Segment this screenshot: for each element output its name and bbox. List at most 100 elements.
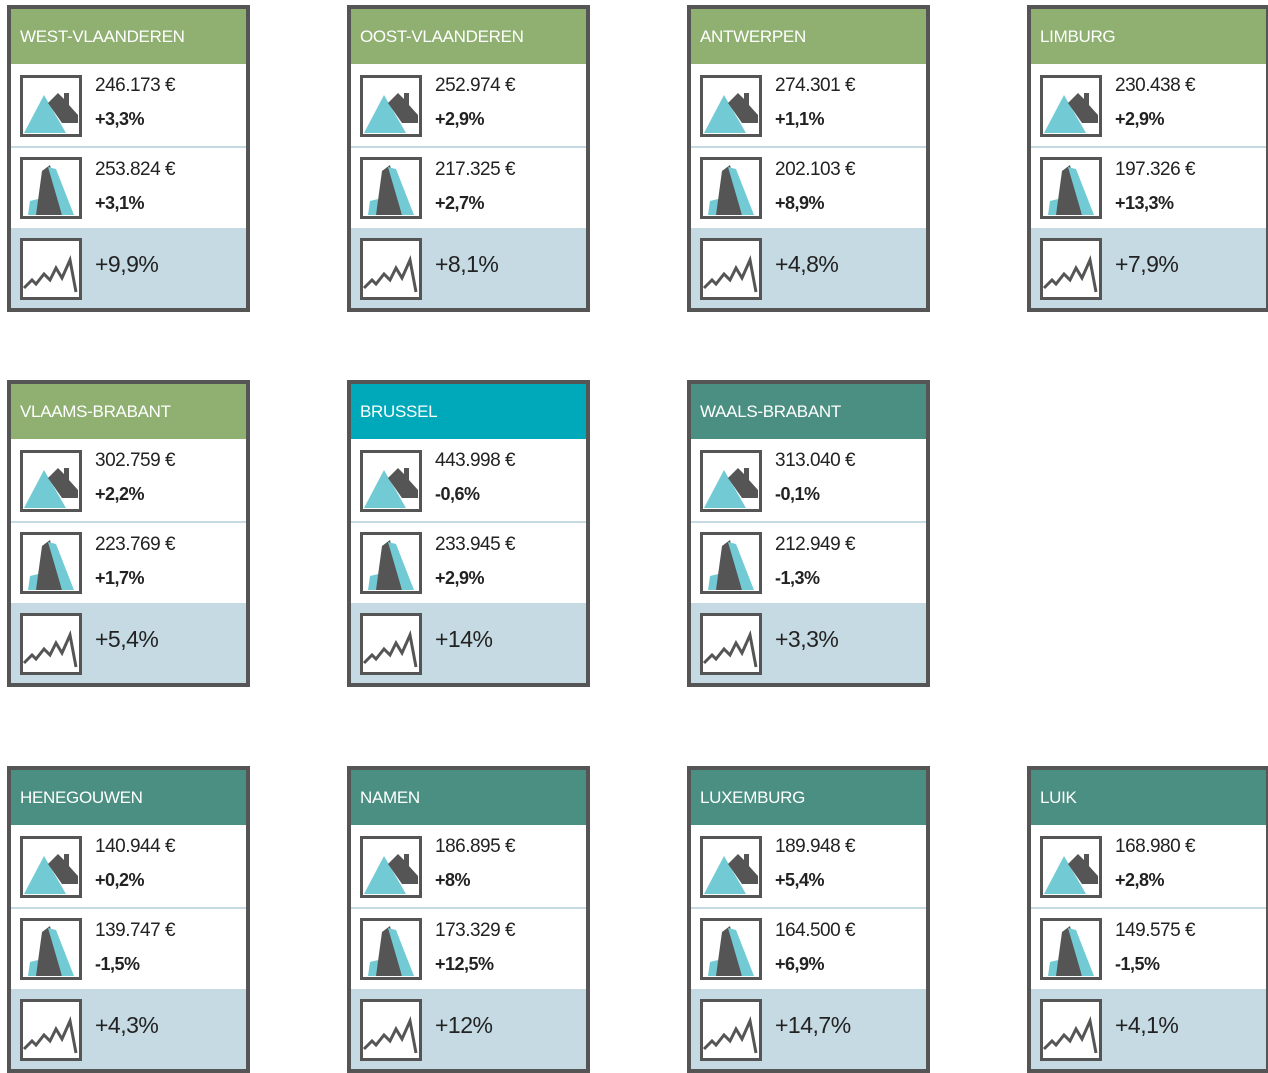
trend-change: +3,3% <box>775 626 839 652</box>
apartment-price: 197.326 € <box>1115 159 1196 180</box>
icon-shape <box>728 854 758 884</box>
icon-shape <box>48 93 78 123</box>
icon-shape <box>716 165 742 215</box>
icon-shape <box>24 470 66 508</box>
house-icon <box>1040 75 1102 137</box>
house-price: 252.974 € <box>435 75 516 96</box>
trend-change: +5,4% <box>95 626 159 652</box>
icon-shape <box>28 199 38 215</box>
icon-shape <box>716 926 742 976</box>
apt-icon <box>1040 918 1102 980</box>
icon-shape <box>1068 93 1098 123</box>
icon-shape <box>388 928 414 976</box>
icon-shape <box>36 165 62 215</box>
apartment-change: +6,9% <box>775 954 825 974</box>
icon-shape <box>48 854 78 884</box>
apartment-change: +12,5% <box>435 954 494 974</box>
region-header: LUXEMBURG <box>691 770 926 825</box>
icon-shape <box>36 926 62 976</box>
house-change: +8% <box>435 870 471 890</box>
icon-shape <box>388 542 414 590</box>
icon-shape <box>48 468 78 498</box>
house-icon <box>20 450 82 512</box>
icon-shape <box>1056 165 1082 215</box>
apartment-change: +8,9% <box>775 193 825 213</box>
apt-icon <box>700 918 762 980</box>
trend-change: +4,1% <box>1115 1012 1179 1038</box>
divider <box>1031 146 1266 148</box>
trend-icon <box>360 999 422 1061</box>
apartment-change: -1,5% <box>95 954 140 974</box>
apartment-price: 253.824 € <box>95 159 176 180</box>
divider <box>691 146 926 148</box>
region-header: BRUSSEL <box>351 384 586 439</box>
apt-icon <box>20 918 82 980</box>
icon-shape <box>704 95 746 133</box>
apartment-price: 149.575 € <box>1115 920 1196 941</box>
house-icon <box>700 836 762 898</box>
region-card: LIMBURG 230.438 € +2,9% 197.326 € +13,3% +7,9… <box>1027 5 1268 312</box>
trend-icon <box>360 238 422 300</box>
divider <box>1031 907 1266 909</box>
trend-change: +8,1% <box>435 251 499 277</box>
region-card: NAMEN 186.895 € +8% 173.329 € +12,5% +12% <box>347 766 590 1073</box>
trend-icon <box>20 613 82 675</box>
region-card: VLAAMS-BRABANT 302.759 € +2,2% 223.769 € +1,… <box>7 380 250 687</box>
icon-shape <box>24 856 66 894</box>
icon-shape <box>364 470 406 508</box>
icon-shape <box>388 93 418 123</box>
icon-shape <box>48 542 74 590</box>
apt-icon <box>360 157 422 219</box>
trend-icon <box>700 999 762 1061</box>
trend-change: +7,9% <box>1115 251 1179 277</box>
icon-shape <box>1068 928 1094 976</box>
trend-change: +12% <box>435 1012 493 1038</box>
icon-shape <box>1042 1015 1098 1054</box>
icon-shape <box>28 574 38 590</box>
icon-shape <box>1068 854 1098 884</box>
region-header: HENEGOUWEN <box>11 770 246 825</box>
region-card: WEST-VLAANDEREN 246.173 € +3,3% 253.824 € +3… <box>7 5 250 312</box>
divider <box>11 521 246 523</box>
region-header: LIMBURG <box>1031 9 1266 64</box>
icon-shape <box>22 254 78 293</box>
trend-icon <box>1040 999 1102 1061</box>
house-icon <box>700 75 762 137</box>
apartment-price: 164.500 € <box>775 920 856 941</box>
region-header: VLAAMS-BRABANT <box>11 384 246 439</box>
trend-icon <box>20 238 82 300</box>
icon-shape <box>702 629 758 668</box>
house-change: +2,9% <box>435 109 485 129</box>
house-change: +3,3% <box>95 109 145 129</box>
region-card: BRUSSEL 443.998 € -0,6% 233.945 € +2,9% +14% <box>347 380 590 687</box>
icon-shape <box>364 95 406 133</box>
trend-change: +4,8% <box>775 251 839 277</box>
icon-shape <box>728 928 754 976</box>
house-price: 313.040 € <box>775 450 856 471</box>
icon-shape <box>362 254 418 293</box>
apartment-change: -1,3% <box>775 568 820 588</box>
trend-change: +14,7% <box>775 1012 851 1038</box>
icon-shape <box>728 542 754 590</box>
apartment-change: +3,1% <box>95 193 145 213</box>
house-change: +2,2% <box>95 484 145 504</box>
icon-shape <box>24 95 66 133</box>
apartment-price: 212.949 € <box>775 534 856 555</box>
icon-shape <box>728 468 758 498</box>
region-card: LUIK 168.980 € +2,8% 149.575 € -1,5% +4,1% <box>1027 766 1268 1073</box>
icon-shape <box>702 254 758 293</box>
icon-shape <box>704 470 746 508</box>
house-price: 302.759 € <box>95 450 176 471</box>
region-header: OOST-VLAANDEREN <box>351 9 586 64</box>
apt-icon <box>1040 157 1102 219</box>
icon-shape <box>362 1015 418 1054</box>
divider <box>691 907 926 909</box>
icon-shape <box>1044 95 1086 133</box>
house-change: +2,9% <box>1115 109 1165 129</box>
icon-shape <box>368 574 378 590</box>
divider <box>11 907 246 909</box>
house-price: 230.438 € <box>1115 75 1196 96</box>
apartment-change: +2,9% <box>435 568 485 588</box>
icon-shape <box>48 167 74 215</box>
icon-shape <box>1048 960 1058 976</box>
